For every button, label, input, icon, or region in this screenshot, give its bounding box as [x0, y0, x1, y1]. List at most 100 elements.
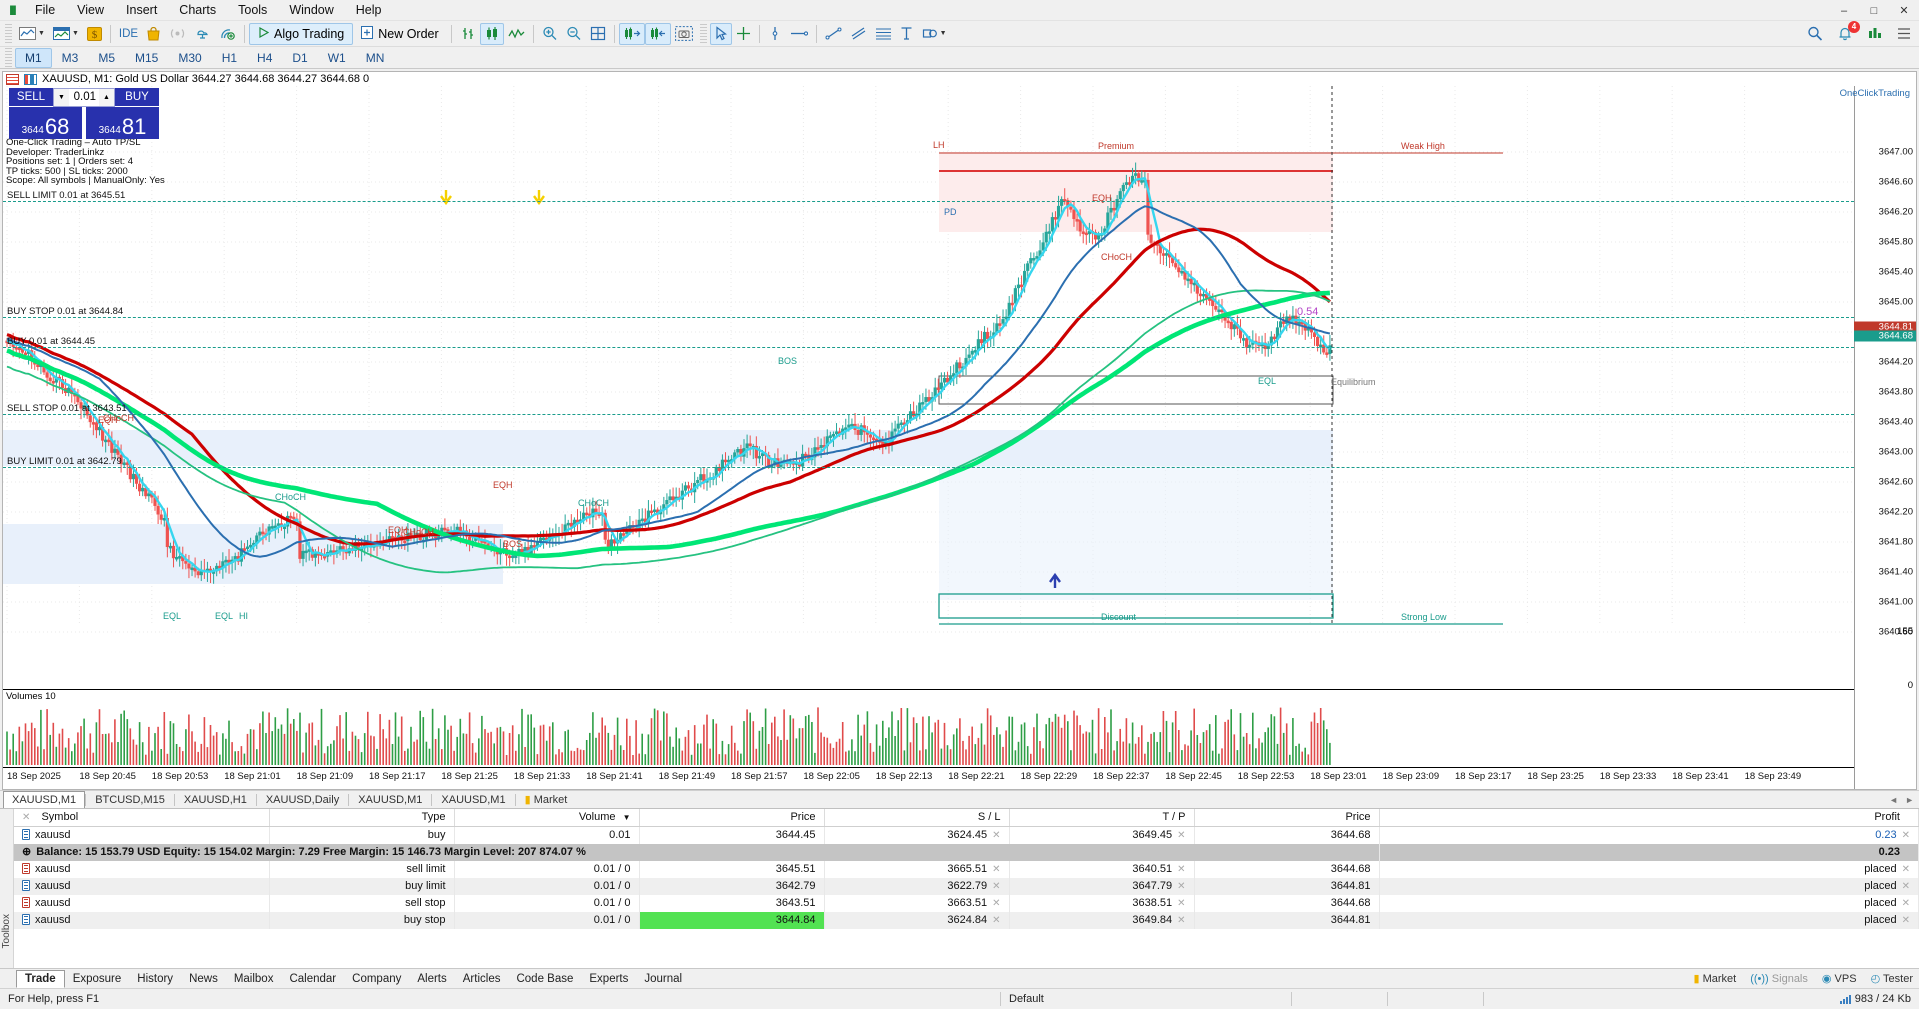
chart-tab-scroll-controls[interactable]: ◄ ►: [1889, 795, 1914, 805]
tab-calendar[interactable]: Calendar: [289, 972, 337, 985]
price-scale[interactable]: 3647.00 3646.60 3646.20 3645.80 3645.40 3645.…: [1854, 86, 1916, 789]
text-icon[interactable]: [896, 23, 918, 45]
close-order-icon[interactable]: ✕: [992, 880, 1001, 892]
close-order-icon[interactable]: ✕: [1901, 880, 1910, 892]
col-symbol[interactable]: ✕ Symbol: [14, 809, 270, 827]
chevron-down-icon[interactable]: ▼: [71, 30, 79, 37]
col-current-price[interactable]: Price: [1194, 809, 1380, 827]
timeframe-m15[interactable]: M15: [135, 50, 159, 65]
toolbar-grip[interactable]: [5, 23, 12, 44]
timeframe-m5[interactable]: M5: [98, 50, 116, 65]
new-order-button[interactable]: New Order: [353, 23, 446, 45]
table-row[interactable]: xauusd buy stop 0.01 / 0 3644.84 3624.84 ✕ 364…: [14, 911, 1919, 929]
one-click-trading-panel[interactable]: SELL ▼ 0.01 ▲ BUY 3644 68 3644 81: [9, 88, 159, 139]
order-line[interactable]: [3, 414, 1854, 415]
order-line[interactable]: [3, 467, 1854, 468]
market-bag-icon[interactable]: [142, 23, 165, 45]
candlestick-icon[interactable]: [479, 22, 504, 45]
status-profile[interactable]: Default: [1009, 993, 1044, 1005]
tab-history[interactable]: History: [137, 972, 174, 985]
col-type[interactable]: Type: [269, 809, 455, 827]
trendline-icon[interactable]: [821, 23, 846, 45]
dollar-icon[interactable]: $: [83, 23, 106, 45]
menu-window[interactable]: Window: [289, 3, 334, 17]
order-line[interactable]: [3, 347, 1854, 348]
timeframe-m30[interactable]: M30: [178, 50, 202, 65]
tab-trade[interactable]: Trade: [16, 969, 65, 988]
close-order-icon[interactable]: ✕: [992, 863, 1001, 875]
table-row[interactable]: xauusd sell limit 0.01 / 0 3645.51 3665.51 ✕ 3…: [14, 860, 1919, 878]
close-order-icon[interactable]: ✕: [1901, 914, 1910, 926]
close-button[interactable]: ✕: [1899, 5, 1909, 17]
cursor-icon[interactable]: [709, 22, 732, 45]
horizontal-line-icon[interactable]: [786, 23, 812, 45]
table-row[interactable]: xauusd sell stop 0.01 / 0 3643.51 3663.51 ✕ 36…: [14, 894, 1919, 912]
chart-tab-0[interactable]: XAUUSD,M1: [3, 790, 86, 809]
timeframe-w1[interactable]: W1: [327, 50, 346, 65]
maximize-button[interactable]: □: [1870, 4, 1878, 17]
timeframe-mn[interactable]: MN: [365, 50, 385, 65]
table-row[interactable]: xauusd buy limit 0.01 / 0 3642.79 3622.79 ✕ 36…: [14, 877, 1919, 895]
order-line[interactable]: [3, 201, 1854, 202]
tab-alerts[interactable]: Alerts: [417, 972, 447, 985]
tester-link[interactable]: ◴ Tester: [1870, 973, 1913, 985]
timeframe-h4[interactable]: H4: [257, 50, 273, 65]
tab-articles[interactable]: Articles: [462, 972, 501, 985]
order-line[interactable]: [3, 317, 1854, 318]
bar-chart-icon[interactable]: [456, 23, 480, 45]
status-connection[interactable]: 983 / 24 Kb: [1839, 989, 1919, 1009]
scroll-left-icon[interactable]: ◄: [1889, 794, 1899, 805]
shift-right-icon[interactable]: [618, 22, 645, 45]
close-order-icon[interactable]: ✕: [992, 897, 1001, 909]
menu-help[interactable]: Help: [355, 3, 382, 17]
vps-icon[interactable]: [215, 23, 240, 45]
col-volume[interactable]: Volume ▼: [454, 809, 640, 827]
cloud-icon[interactable]: [190, 23, 215, 45]
signals-icon[interactable]: [165, 23, 190, 45]
lot-increase-icon[interactable]: ▲: [99, 89, 114, 106]
fibonacci-icon[interactable]: [871, 23, 896, 45]
panel-toggle-icon[interactable]: [1893, 23, 1915, 45]
tab-exposure[interactable]: Exposure: [72, 972, 122, 985]
chevron-down-icon[interactable]: ▼: [939, 30, 947, 37]
grid-icon[interactable]: [586, 23, 610, 45]
periodbar-grip[interactable]: [5, 47, 12, 68]
toolbar-grip[interactable]: [699, 23, 707, 44]
chart-window[interactable]: XAUUSD, M1: Gold US Dollar 3644.27 3644.…: [2, 71, 1917, 790]
col-profit[interactable]: Profit: [1379, 809, 1919, 827]
expand-icon[interactable]: ⊕: [22, 846, 32, 858]
time-scale[interactable]: 18 Sep 2025 18 Sep 20:45 18 Sep 20:53 18 Se…: [3, 767, 1854, 789]
tab-mailbox[interactable]: Mailbox: [233, 972, 274, 985]
close-order-icon[interactable]: ✕: [1901, 829, 1910, 841]
timeframe-m3[interactable]: M3: [61, 50, 79, 65]
menu-charts[interactable]: Charts: [179, 3, 217, 17]
chart-tab-5[interactable]: XAUUSD,M1: [441, 793, 506, 806]
col-sl[interactable]: S / L: [824, 809, 1010, 827]
tab-experts[interactable]: Experts: [589, 972, 629, 985]
timeframe-h1[interactable]: H1: [221, 50, 238, 65]
close-order-icon[interactable]: ✕: [1901, 897, 1910, 909]
close-order-icon[interactable]: ✕: [1901, 863, 1910, 875]
market-link[interactable]: ▮ Market: [1693, 973, 1737, 985]
scroll-right-icon[interactable]: ►: [1905, 794, 1914, 805]
lot-size-value[interactable]: 0.01: [73, 91, 96, 103]
search-icon[interactable]: [1803, 23, 1827, 45]
crosshair-icon[interactable]: [732, 23, 755, 45]
buy-button[interactable]: BUY: [115, 88, 159, 107]
market-tab[interactable]: ▮ Market: [516, 790, 577, 809]
chart-tab-1[interactable]: BTCUSD,M15: [95, 793, 165, 806]
table-row[interactable]: xauusd buy 0.01 3644.45 3624.45 ✕ 3649.45 ✕ 3644…: [14, 826, 1919, 844]
close-order-icon[interactable]: ✕: [1177, 829, 1186, 841]
minimize-button[interactable]: –: [1840, 4, 1848, 17]
chart-tab-3[interactable]: XAUUSD,Daily: [265, 793, 340, 806]
close-order-icon[interactable]: ✕: [1177, 880, 1186, 892]
chevron-down-icon[interactable]: ▼: [38, 30, 45, 37]
close-order-icon[interactable]: ✕: [1177, 897, 1186, 909]
timeframe-d1[interactable]: D1: [292, 50, 308, 65]
market-depth-icon[interactable]: [1863, 23, 1887, 45]
tab-company[interactable]: Company: [352, 972, 402, 985]
data-window-icon[interactable]: [6, 73, 19, 85]
col-tp[interactable]: T / P: [1009, 809, 1195, 827]
channel-icon[interactable]: [846, 23, 871, 45]
zoom-out-icon[interactable]: [562, 23, 586, 45]
